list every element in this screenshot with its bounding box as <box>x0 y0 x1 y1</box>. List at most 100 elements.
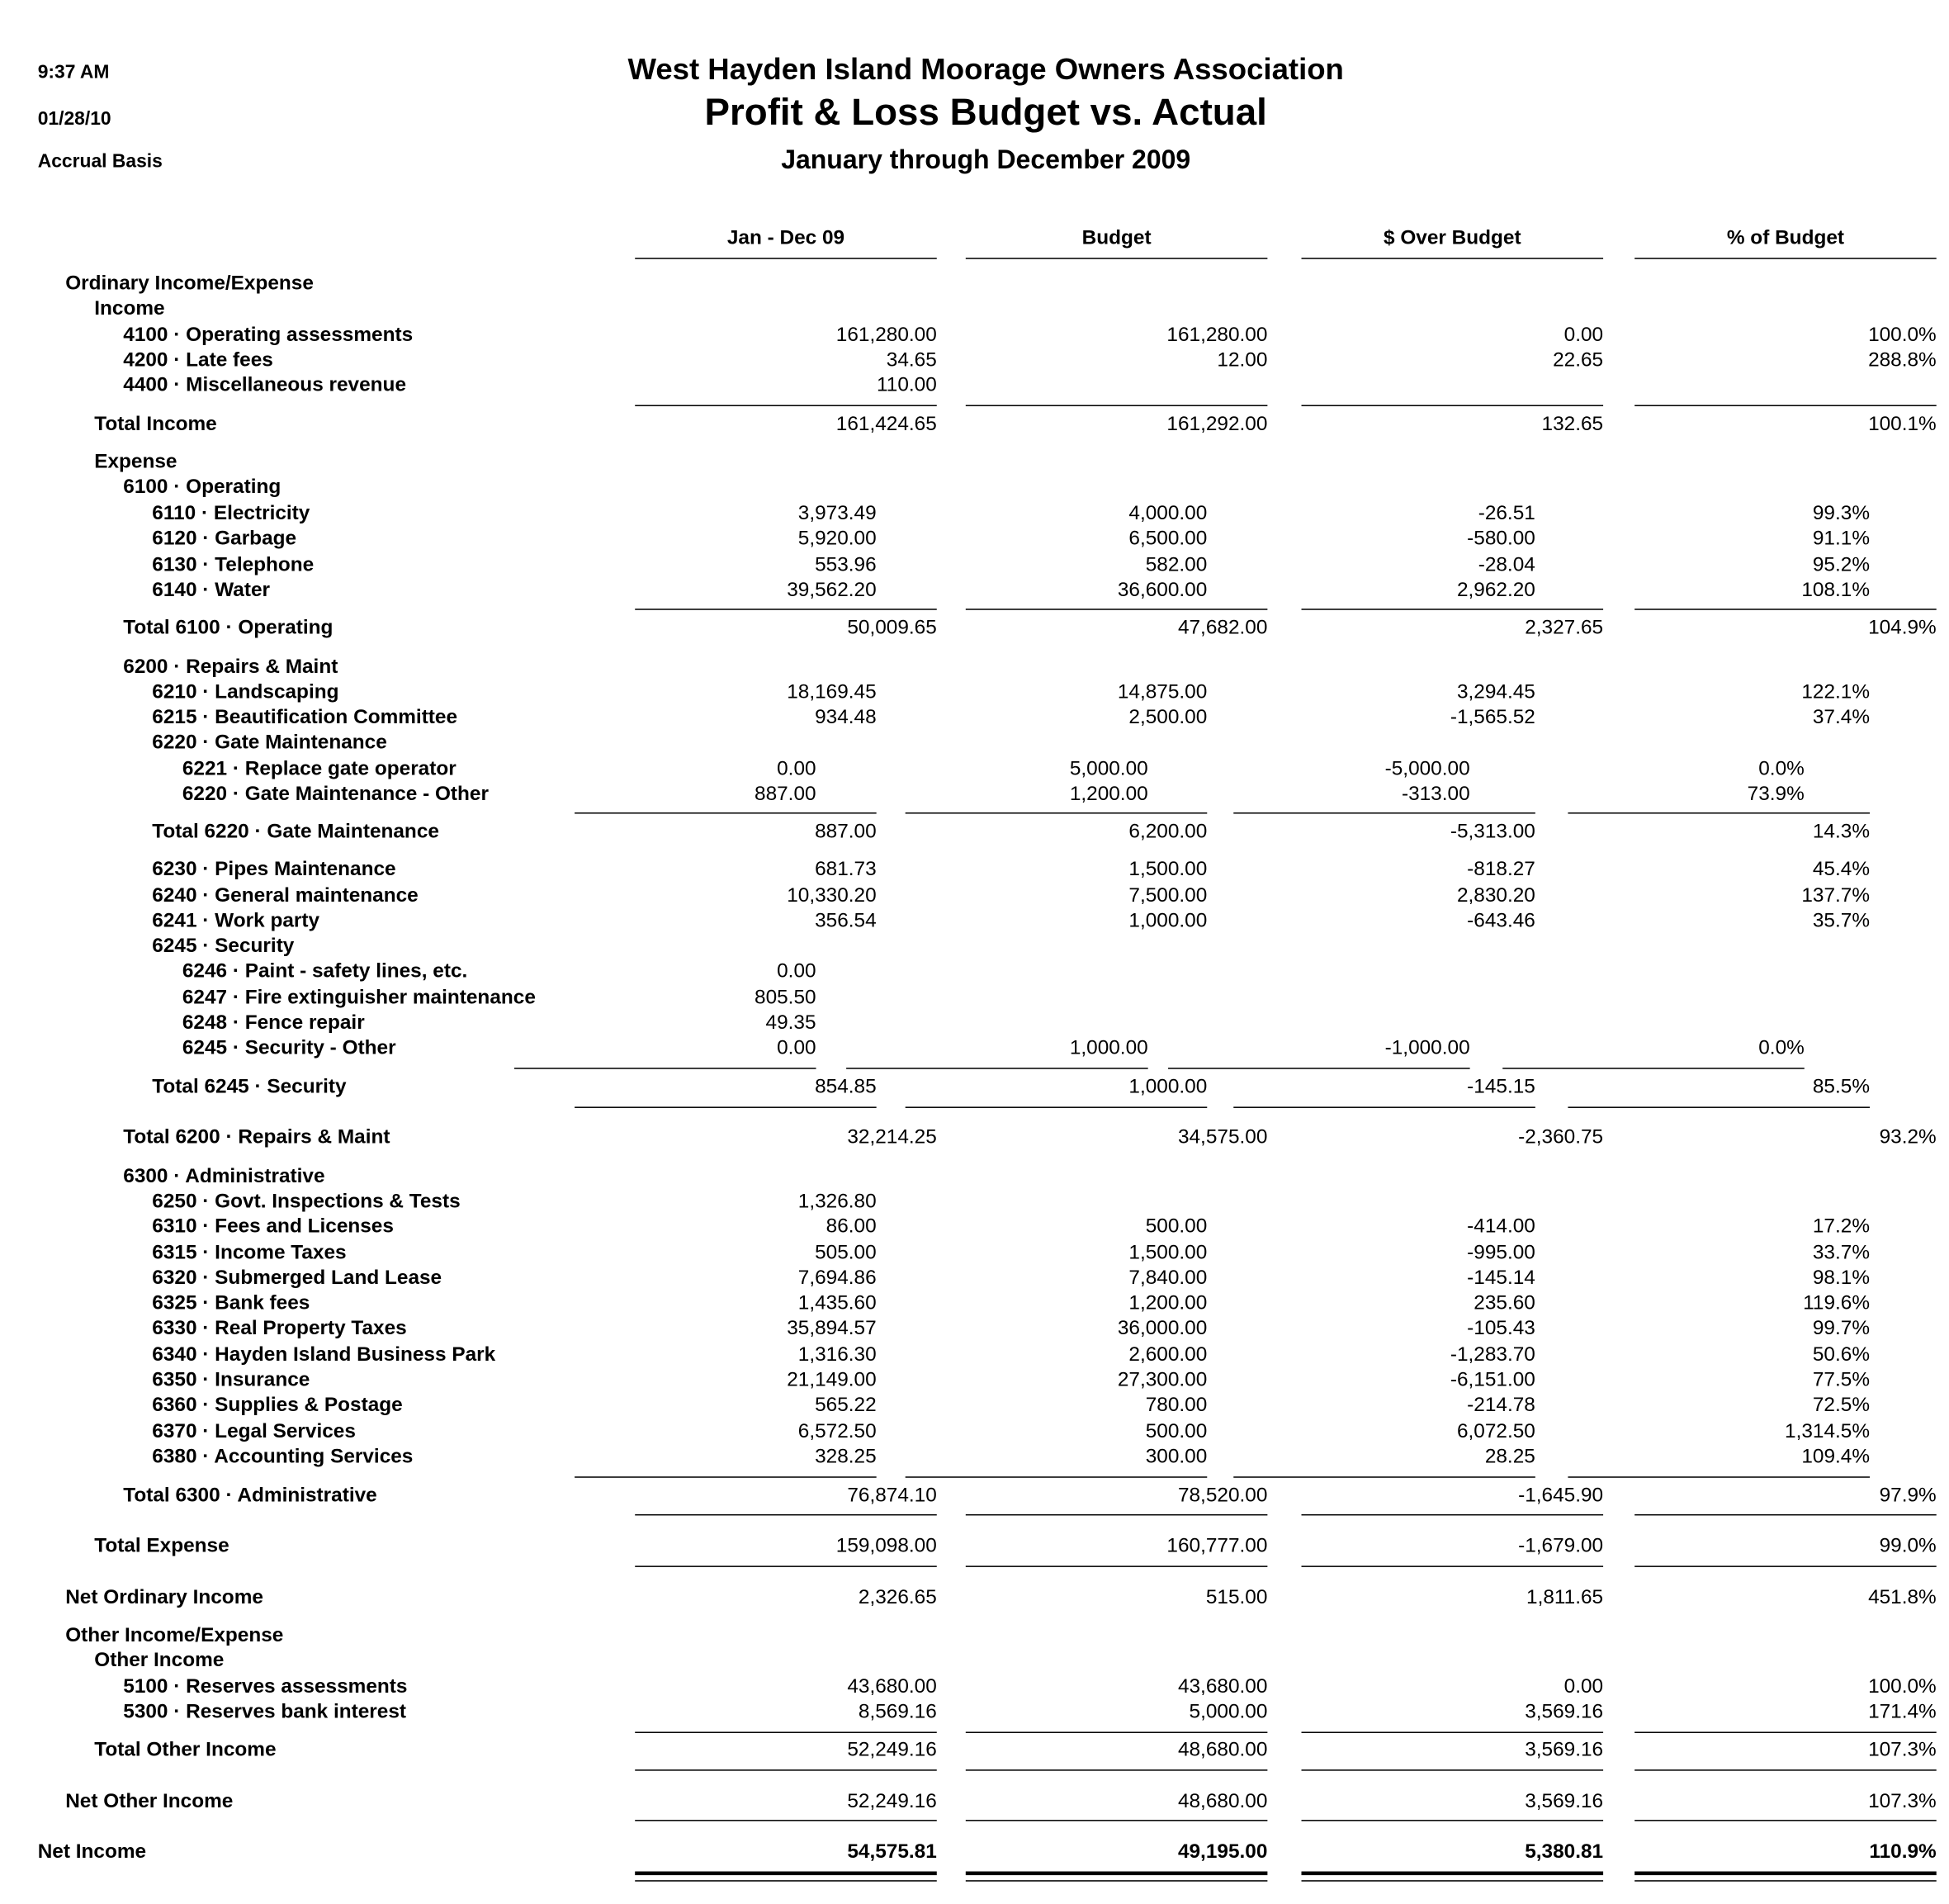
row-label: 6241 · Work party <box>152 910 320 932</box>
row-label: 5300 · Reserves bank interest <box>123 1701 407 1723</box>
row-value: 3,569.16 <box>1525 1791 1604 1812</box>
row-value: 35,894.57 <box>787 1318 877 1340</box>
row-value: 3,569.16 <box>1525 1701 1604 1723</box>
row-value: 6,072.50 <box>1456 1421 1535 1443</box>
subtotal-rule <box>575 1476 877 1478</box>
row-label: Net Income <box>37 1840 147 1863</box>
row-label: 6330 · Real Property Taxes <box>152 1318 407 1340</box>
row-value: -26.51 <box>1478 503 1535 525</box>
row-value: 0.00 <box>1563 324 1604 346</box>
subtotal-rule <box>1568 1476 1870 1478</box>
report-title: Profit & Loss Budget vs. Actual <box>704 92 1267 134</box>
row-value: 887.00 <box>755 783 816 805</box>
row-value: 95.2% <box>1812 554 1870 576</box>
subtotal-rule <box>965 1820 1268 1821</box>
row-value: 49.35 <box>765 1012 816 1035</box>
row-label: Net Ordinary Income <box>65 1587 263 1609</box>
double-rule <box>1301 1871 1604 1879</box>
row-value: 1,435.60 <box>797 1292 877 1314</box>
row-value: 6,200.00 <box>1128 821 1208 843</box>
subtotal-rule <box>635 1565 937 1567</box>
row-label: Ordinary Income/Expense <box>65 272 314 295</box>
row-value: 137.7% <box>1801 885 1870 907</box>
row-value: -1,283.70 <box>1450 1344 1535 1366</box>
subtotal-rule <box>905 1106 1208 1108</box>
row-value: 1,000.00 <box>1128 910 1208 932</box>
subtotal-rule <box>513 1068 816 1069</box>
subtotal-rule <box>1634 1731 1937 1733</box>
row-value: 36,000.00 <box>1117 1318 1208 1340</box>
row-value: 100.0% <box>1868 324 1937 346</box>
double-rule <box>1634 1871 1937 1879</box>
row-value: 515.00 <box>1205 1587 1268 1609</box>
row-value: -643.46 <box>1467 910 1535 932</box>
subtotal-rule <box>905 812 1208 814</box>
subtotal-rule <box>965 1513 1268 1516</box>
row-label: 4100 · Operating assessments <box>123 324 414 346</box>
row-value: 8,569.16 <box>858 1701 937 1723</box>
row-value: 288.8% <box>1868 349 1937 372</box>
row-value: -214.78 <box>1467 1395 1535 1417</box>
subtotal-rule <box>1233 812 1535 814</box>
row-label: Other Income/Expense <box>65 1624 284 1646</box>
row-value: -2,360.75 <box>1518 1126 1604 1149</box>
subtotal-rule <box>965 1769 1268 1771</box>
row-value: -1,679.00 <box>1518 1535 1604 1557</box>
row-label: Total 6100 · Operating <box>123 617 334 639</box>
row-value: 934.48 <box>815 707 877 728</box>
row-value: 10,330.20 <box>787 885 877 907</box>
row-value: 21,149.00 <box>787 1369 877 1391</box>
subtotal-rule <box>575 812 877 814</box>
row-label: 6220 · Gate Maintenance - Other <box>182 783 489 805</box>
subtotal-rule <box>965 1565 1268 1567</box>
subtotal-rule <box>1301 1731 1604 1733</box>
row-label: 6100 · Operating <box>123 476 281 499</box>
row-value: 161,280.00 <box>1166 324 1268 346</box>
row-label: 6220 · Gate Maintenance <box>152 732 387 754</box>
row-value: 39,562.20 <box>787 580 877 602</box>
row-value: 565.22 <box>815 1395 877 1417</box>
row-label: 6310 · Fees and Licenses <box>152 1215 394 1238</box>
row-value: 93.2% <box>1879 1126 1937 1149</box>
row-label: Total 6220 · Gate Maintenance <box>152 821 439 843</box>
row-label: 6340 · Hayden Island Business Park <box>152 1344 496 1366</box>
row-value: 235.60 <box>1474 1292 1535 1314</box>
row-value: 43,680.00 <box>1177 1676 1268 1698</box>
subtotal-rule <box>1301 1513 1604 1516</box>
row-value: 328.25 <box>815 1446 877 1468</box>
row-value: 14.3% <box>1812 821 1870 843</box>
row-label: 6221 · Replace gate operator <box>182 758 457 780</box>
column-header: % of Budget <box>1726 227 1845 249</box>
row-label: 6215 · Beautification Committee <box>152 707 458 728</box>
row-value: 86.00 <box>825 1215 877 1238</box>
row-value: 2,600.00 <box>1128 1344 1208 1366</box>
row-label: 6245 · Security <box>152 935 295 958</box>
subtotal-rule <box>1301 405 1604 406</box>
row-value: 28.25 <box>1484 1446 1535 1468</box>
row-value: 4,000.00 <box>1128 503 1208 525</box>
row-label: 6140 · Water <box>152 580 270 602</box>
row-value: -145.15 <box>1467 1076 1535 1098</box>
row-value: 43,680.00 <box>847 1676 937 1698</box>
subtotal-rule <box>1568 812 1870 814</box>
row-value: 2,830.20 <box>1456 885 1535 907</box>
row-value: 161,424.65 <box>835 414 937 436</box>
row-value: 1,200.00 <box>1069 783 1148 805</box>
row-value: 132.65 <box>1541 414 1604 436</box>
row-value: 5,000.00 <box>1189 1701 1268 1723</box>
row-value: -580.00 <box>1467 528 1535 550</box>
row-label: 6245 · Security - Other <box>182 1037 396 1059</box>
row-value: 553.96 <box>815 554 877 576</box>
row-value: -1,000.00 <box>1384 1037 1470 1059</box>
row-label: 6120 · Garbage <box>152 528 297 550</box>
row-label: 6210 · Landscaping <box>152 681 339 703</box>
row-label: Total Income <box>94 414 217 436</box>
report-period: January through December 2009 <box>781 145 1191 175</box>
row-value: -6,151.00 <box>1450 1369 1535 1391</box>
row-value: 76,874.10 <box>847 1485 937 1507</box>
row-value: -145.14 <box>1467 1267 1535 1290</box>
row-value: -1,565.52 <box>1450 707 1535 728</box>
subtotal-rule <box>635 1769 937 1771</box>
row-value: 1,500.00 <box>1128 859 1208 881</box>
